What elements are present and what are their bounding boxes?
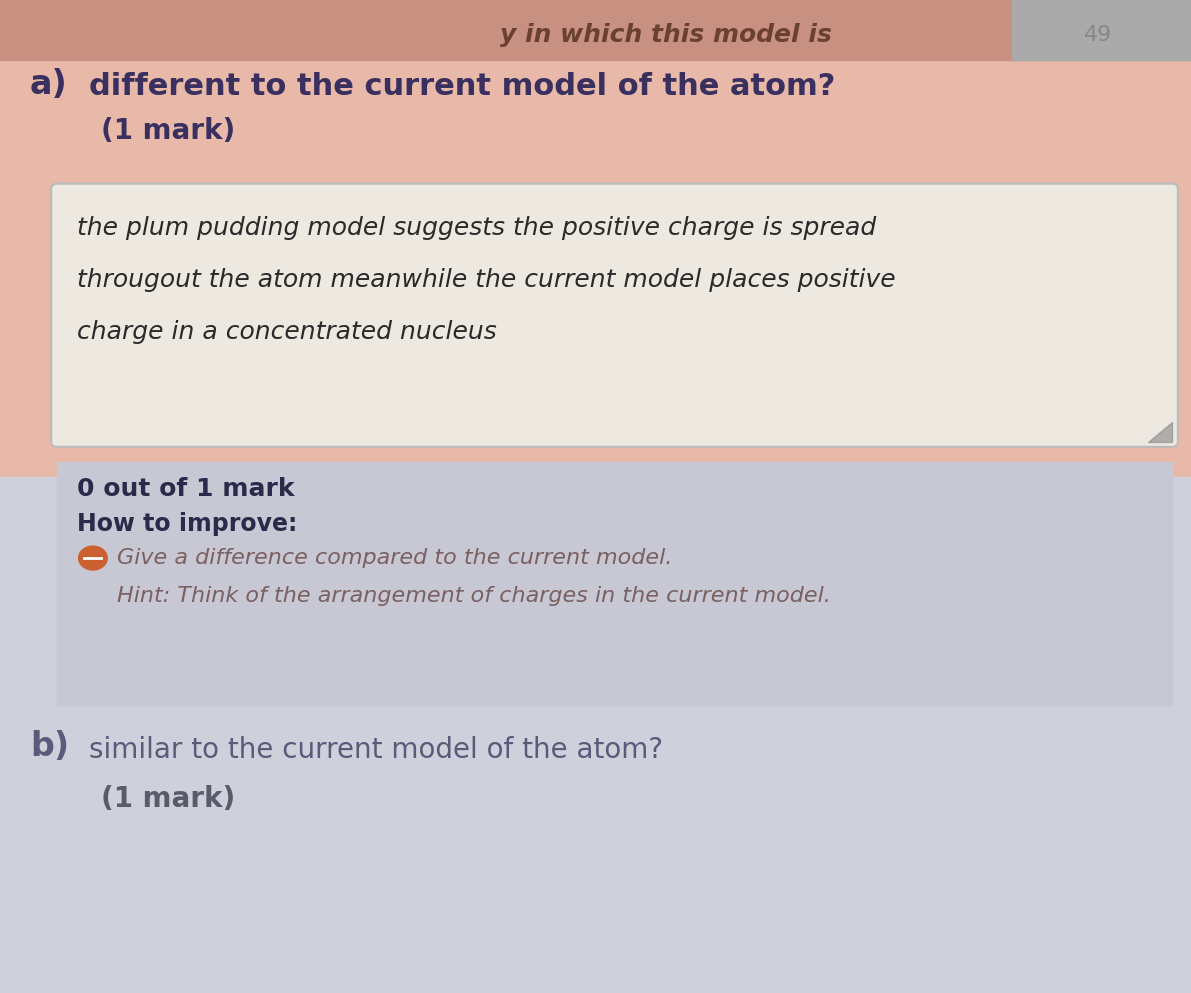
Polygon shape bbox=[1148, 422, 1172, 442]
Text: (1 mark): (1 mark) bbox=[101, 117, 236, 145]
Bar bbox=[57, 462, 1172, 705]
Circle shape bbox=[79, 546, 107, 570]
Text: the plum pudding model suggests the positive charge is spread: the plum pudding model suggests the posi… bbox=[77, 216, 877, 240]
Text: 0 out of 1 mark: 0 out of 1 mark bbox=[77, 477, 295, 500]
Text: similar to the current model of the atom?: similar to the current model of the atom… bbox=[89, 736, 663, 764]
Text: Give a difference compared to the current model.: Give a difference compared to the curren… bbox=[117, 548, 672, 568]
Text: b): b) bbox=[30, 730, 69, 764]
Text: Hint: Think of the arrangement of charges in the current model.: Hint: Think of the arrangement of charge… bbox=[117, 586, 830, 606]
Bar bbox=[0, 0, 1191, 60]
Text: y in which this model is: y in which this model is bbox=[500, 23, 833, 47]
Text: (1 mark): (1 mark) bbox=[101, 785, 236, 813]
Text: 49: 49 bbox=[1084, 25, 1112, 45]
Text: How to improve:: How to improve: bbox=[77, 512, 298, 536]
Bar bbox=[0, 477, 1191, 993]
Text: different to the current model of the atom?: different to the current model of the at… bbox=[89, 71, 836, 101]
FancyBboxPatch shape bbox=[51, 184, 1178, 447]
Text: a): a) bbox=[30, 68, 68, 101]
Bar bbox=[1012, 0, 1191, 60]
Text: charge in a concentrated nucleus: charge in a concentrated nucleus bbox=[77, 320, 497, 344]
Bar bbox=[0, 0, 1191, 477]
Text: througout the atom meanwhile the current model places positive: througout the atom meanwhile the current… bbox=[77, 268, 896, 292]
